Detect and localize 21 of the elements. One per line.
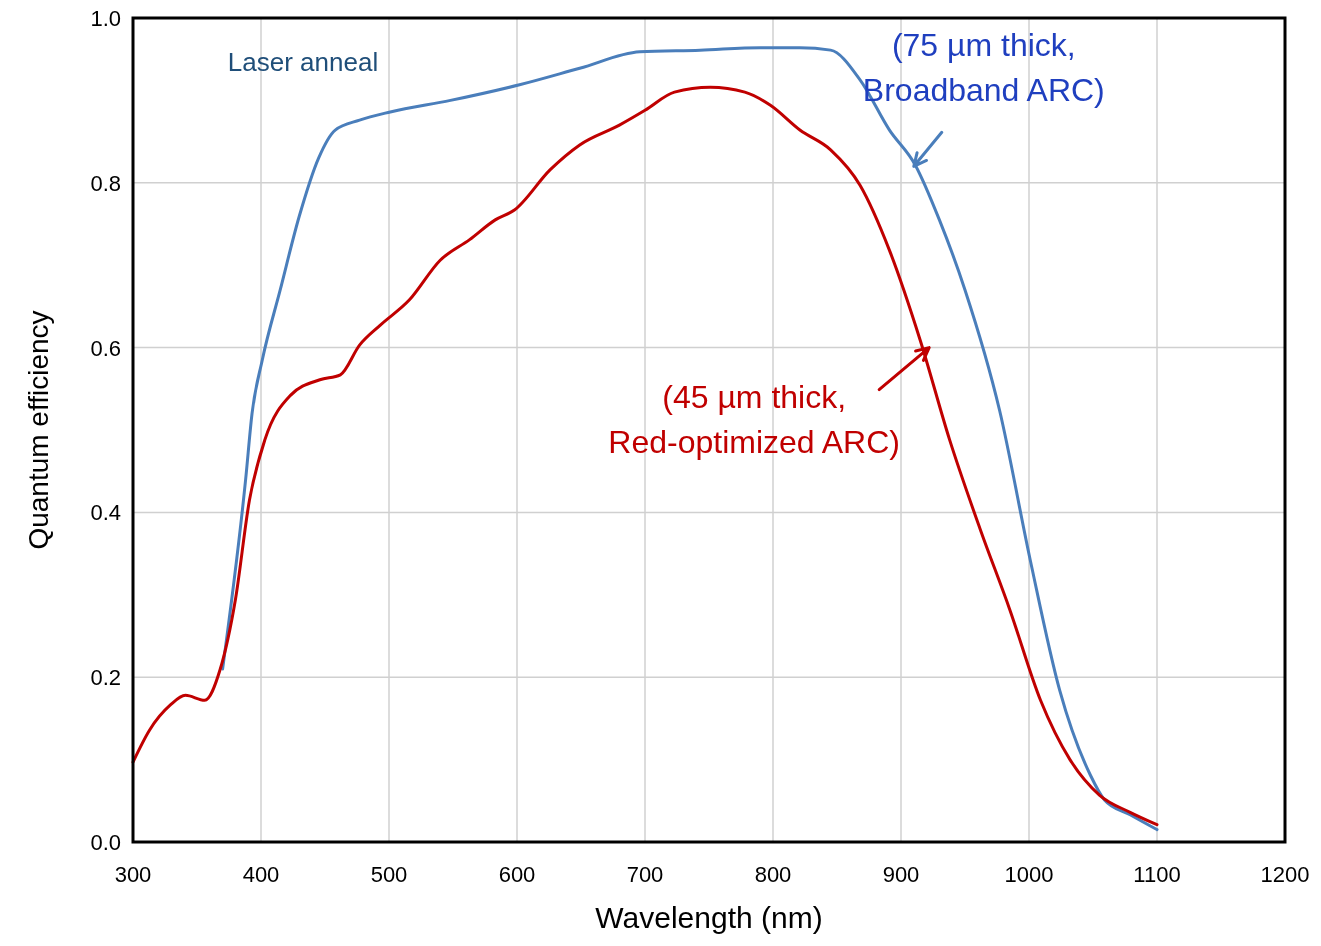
x-tick-label: 1000 [1004,862,1054,887]
x-tick-label: 800 [754,862,792,887]
annotation: Laser anneal [227,47,379,77]
y-tick-label: 0.4 [90,500,121,526]
x-tick-label: 1100 [1133,862,1181,887]
y-tick-label: 0.6 [90,335,121,361]
y-axis-title: Quantum efficiency [23,310,54,550]
x-tick-label: 500 [370,862,408,887]
x-tick-label: 1200 [1260,862,1310,887]
y-tick-label: 0.0 [90,830,121,855]
x-tick-label: 700 [626,862,664,887]
x-tick-label: 600 [498,862,536,887]
x-tick-label: 400 [242,862,280,887]
annotation: (75 µm thick, Broadband ARC) [862,27,1105,109]
y-tick-label: 0.2 [90,665,121,691]
x-tick-label: 900 [882,862,920,887]
x-axis-title: Wavelength (nm) [595,901,823,934]
y-tick-label: 1.0 [90,6,121,31]
annotation: (45 µm thick, Red-optimized ARC) [608,378,900,460]
y-tick-label: 0.8 [90,170,121,196]
x-tick-label: 300 [114,862,152,887]
